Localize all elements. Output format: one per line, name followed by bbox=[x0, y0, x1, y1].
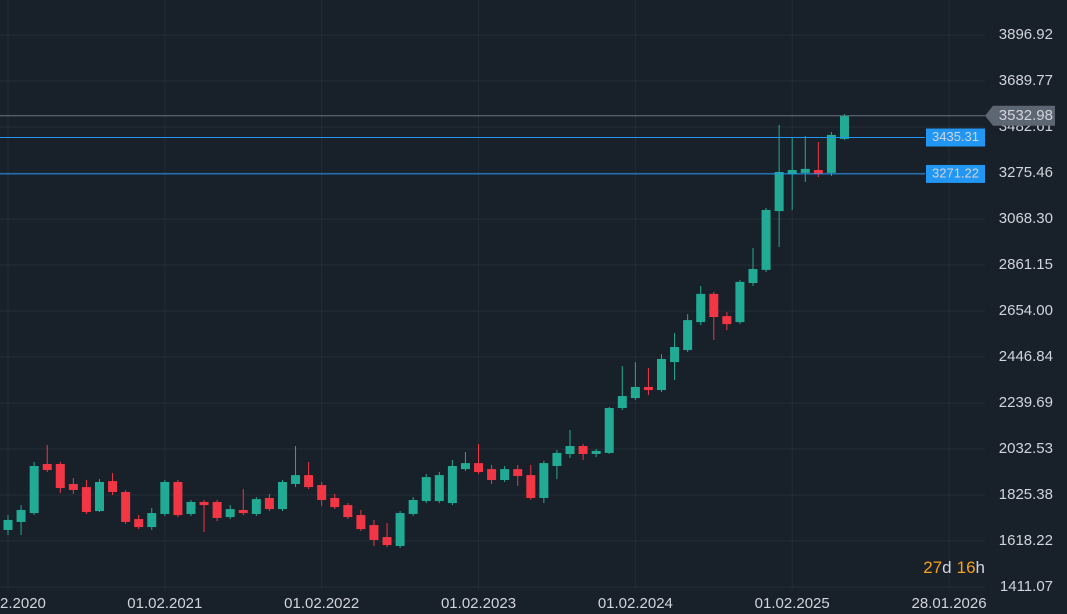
candle-body bbox=[630, 386, 640, 399]
y-tick-label: 1618.22 bbox=[999, 532, 1053, 549]
candle-body bbox=[670, 346, 680, 363]
last-price-label: 3532.98 bbox=[999, 107, 1053, 124]
y-tick-label: 2446.84 bbox=[999, 348, 1053, 365]
candle-body bbox=[657, 358, 666, 391]
candle-body bbox=[578, 446, 588, 455]
y-tick-label: 2239.69 bbox=[999, 394, 1053, 411]
candle-body bbox=[94, 481, 104, 512]
candle-body bbox=[487, 469, 497, 480]
x-tick-label: 01.02.2022 bbox=[284, 595, 359, 612]
candle-body bbox=[813, 169, 823, 174]
candle-body bbox=[434, 475, 444, 502]
candle-body bbox=[29, 465, 39, 514]
candle-body bbox=[343, 505, 353, 518]
candle-body bbox=[108, 481, 118, 492]
countdown-part: h bbox=[976, 558, 985, 577]
candle-body bbox=[526, 475, 536, 498]
candle-body bbox=[186, 501, 196, 514]
candle-body bbox=[722, 316, 732, 325]
candle-body bbox=[643, 386, 653, 391]
x-tick-label: 01.02.2023 bbox=[441, 595, 516, 612]
candle-body bbox=[81, 487, 91, 512]
y-tick-label: 3068.30 bbox=[999, 210, 1053, 227]
candle-body bbox=[264, 497, 274, 510]
candle-body bbox=[317, 485, 327, 500]
candle-body bbox=[16, 509, 26, 522]
candle-body bbox=[761, 209, 771, 270]
candle-body bbox=[565, 446, 575, 455]
candle-body bbox=[421, 477, 431, 502]
x-tick-label: 01.02.2024 bbox=[598, 595, 673, 612]
candle-body bbox=[447, 465, 457, 504]
candle-body bbox=[513, 469, 523, 476]
candle-body bbox=[212, 501, 222, 518]
candle-body bbox=[369, 525, 379, 540]
candle-body bbox=[238, 509, 248, 514]
countdown-part: 16 bbox=[957, 558, 976, 577]
candle-body bbox=[147, 513, 157, 528]
candle-body bbox=[500, 469, 510, 480]
candle-body bbox=[735, 281, 745, 323]
candle-body bbox=[591, 450, 601, 455]
candle-body bbox=[839, 115, 849, 139]
y-tick-label: 3896.92 bbox=[999, 26, 1053, 43]
candle-body bbox=[3, 519, 13, 530]
price-line-label: 3435.31 bbox=[932, 129, 979, 144]
candle-body bbox=[800, 168, 810, 173]
x-tick-label: 2.2020 bbox=[0, 595, 46, 612]
candle-body bbox=[121, 491, 131, 522]
candle-body bbox=[826, 134, 836, 173]
candle-body bbox=[225, 509, 235, 518]
candle-body bbox=[134, 519, 144, 528]
candle-body bbox=[709, 293, 719, 317]
price-line-tag bbox=[926, 164, 985, 183]
candle-body bbox=[604, 408, 614, 453]
candle-body bbox=[474, 463, 484, 472]
candle-body bbox=[696, 293, 706, 323]
candle-body bbox=[460, 463, 470, 470]
y-tick-label: 3689.77 bbox=[999, 72, 1053, 89]
y-tick-label: 1825.38 bbox=[999, 486, 1053, 503]
candle-body bbox=[42, 463, 52, 470]
candle-body bbox=[304, 475, 314, 488]
price-line-tag bbox=[926, 128, 985, 147]
last-price-tag bbox=[985, 105, 1055, 126]
candle-body bbox=[160, 481, 170, 514]
candle-body bbox=[408, 499, 418, 514]
candle-body bbox=[356, 515, 366, 530]
candle-body bbox=[539, 463, 549, 498]
candle-body bbox=[330, 497, 340, 508]
countdown-part: 27 bbox=[923, 558, 942, 577]
candle-body bbox=[683, 320, 693, 351]
candle-body bbox=[382, 537, 392, 546]
candle-body bbox=[748, 269, 758, 284]
countdown: 27d 16h bbox=[923, 558, 985, 577]
candle-body bbox=[251, 499, 261, 514]
candle-body bbox=[552, 452, 562, 466]
countdown-part: d bbox=[942, 558, 951, 577]
x-tick-label: 01.02.2021 bbox=[127, 595, 202, 612]
x-tick-label: 28.01.2026 bbox=[912, 595, 987, 612]
candle-body bbox=[617, 396, 627, 409]
y-tick-label: 2861.15 bbox=[999, 256, 1053, 273]
y-tick-label: 3275.46 bbox=[999, 164, 1053, 181]
candle-body bbox=[68, 483, 78, 490]
candle-body bbox=[787, 169, 797, 174]
candle-body bbox=[173, 481, 183, 516]
candle-body bbox=[199, 501, 209, 506]
price-line-label: 3271.22 bbox=[932, 165, 979, 180]
candle-body bbox=[55, 463, 65, 488]
candle-body bbox=[277, 481, 287, 510]
candle-body bbox=[395, 513, 405, 546]
candle-body bbox=[291, 475, 301, 484]
y-tick-label: 2032.53 bbox=[999, 440, 1053, 457]
y-tick-label: 1411.07 bbox=[1000, 578, 1053, 595]
x-tick-label: 01.02.2025 bbox=[755, 595, 830, 612]
y-tick-label: 2654.00 bbox=[999, 302, 1053, 319]
candle-body bbox=[774, 171, 784, 212]
